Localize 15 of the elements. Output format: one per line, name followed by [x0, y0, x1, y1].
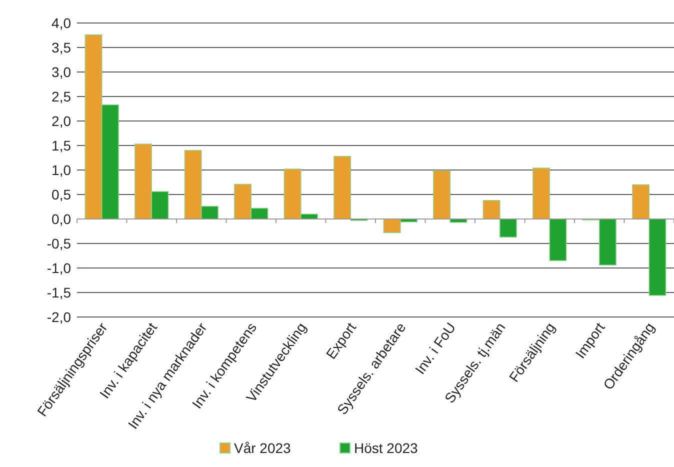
- y-tick-label: 4,0: [52, 14, 72, 31]
- legend-label: Vår 2023: [234, 440, 292, 456]
- y-tick-label: -0,5: [46, 235, 72, 252]
- legend-label: Höst 2023: [354, 440, 418, 456]
- y-tick-label: 0,0: [52, 210, 72, 227]
- y-tick-label: 1,0: [52, 162, 72, 178]
- y-tick-label: 2,5: [52, 88, 72, 104]
- y-tick-label: 2,0: [52, 112, 72, 129]
- y-tick-label: 3,0: [52, 64, 72, 80]
- y-tick-label: -1,0: [46, 260, 72, 276]
- y-tick-label: -2,0: [46, 308, 72, 325]
- y-tick-label: -1,5: [46, 284, 72, 300]
- y-tick-label: 1,5: [52, 137, 72, 154]
- y-tick-label: 0,5: [52, 186, 72, 202]
- y-tick-label: 3,5: [52, 39, 72, 56]
